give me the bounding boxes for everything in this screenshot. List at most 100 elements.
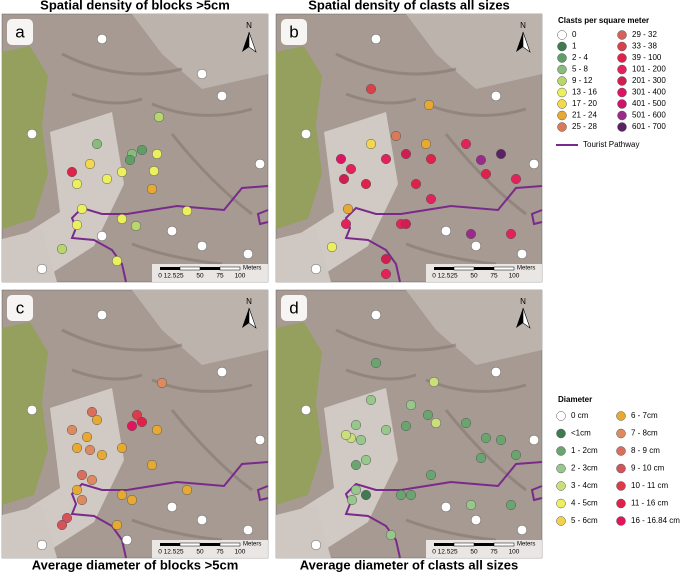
sample-site — [490, 90, 502, 102]
ridge — [71, 92, 143, 105]
legend-symbol — [616, 481, 626, 491]
sample-site — [84, 158, 96, 170]
sample-site — [365, 138, 377, 150]
sample-site — [475, 452, 487, 464]
sample-site — [96, 449, 108, 461]
scale-label: 12.5 — [438, 549, 451, 556]
legend-label: 401 - 500 — [632, 99, 666, 108]
sample-site — [400, 148, 412, 160]
sample-site — [350, 484, 362, 496]
scale-label: 100 — [235, 549, 246, 556]
sample-site — [254, 434, 266, 446]
legend-symbol — [557, 99, 567, 109]
sample-site — [76, 494, 88, 506]
sample-site — [86, 474, 98, 486]
sample-site — [181, 484, 193, 496]
sample-site — [136, 144, 148, 156]
bright-terrain — [132, 290, 268, 365]
sample-site — [124, 154, 136, 166]
scale-label: 0 — [158, 549, 162, 556]
north-label: N — [246, 297, 252, 306]
vegetation — [2, 322, 48, 505]
sample-site — [111, 255, 123, 267]
legend-label: 601 - 700 — [632, 122, 666, 131]
sample-site — [423, 99, 435, 111]
sample-site — [425, 469, 437, 481]
scale-label: 25 — [176, 549, 184, 556]
vegetation — [276, 322, 322, 505]
legend-symbol — [616, 446, 626, 456]
sample-site — [400, 218, 412, 230]
panel-label-box — [281, 295, 307, 321]
ridge — [170, 133, 253, 216]
legend-symbol — [616, 498, 626, 509]
legend-symbol — [616, 428, 626, 439]
scale-label: 50 — [196, 549, 204, 556]
scale-label: 12.5 — [164, 549, 177, 556]
north-arrow — [522, 307, 531, 329]
sample-site — [465, 228, 477, 240]
legend-label: 9 - 10 cm — [631, 464, 665, 473]
sample-site — [420, 138, 432, 150]
scale-unit: Meters — [517, 266, 535, 272]
legend-label: 39 - 100 — [632, 53, 662, 62]
sample-site — [96, 309, 108, 321]
sample-site — [71, 178, 83, 190]
scale-label: 0 — [158, 273, 162, 280]
north-label: N — [520, 297, 526, 306]
legend-symbol — [616, 411, 626, 421]
sample-site — [136, 416, 148, 428]
panel-title: Spatial density of clasts all sizes — [308, 0, 510, 12]
legend-label: 17 - 20 — [572, 99, 597, 108]
sample-site — [430, 417, 442, 429]
sample-site — [380, 424, 392, 436]
sample-site — [56, 519, 68, 531]
sample-site — [196, 68, 208, 80]
legend-label: 11 - 16 cm — [631, 499, 669, 508]
legend-label: 8 - 9 cm — [631, 446, 660, 455]
legend-symbol — [557, 30, 567, 40]
sample-site — [425, 193, 437, 205]
scale-label: 0 — [432, 273, 436, 280]
sample-site — [326, 241, 338, 253]
legend-label: 0 cm — [571, 411, 589, 420]
legend-label: 7 - 8cm — [631, 429, 658, 438]
vegetation — [276, 46, 322, 229]
legend-symbol — [557, 122, 567, 132]
bright-terrain — [132, 14, 268, 89]
sample-site — [440, 501, 452, 513]
sample-site — [422, 409, 434, 421]
sample-site — [76, 469, 88, 481]
sample-site — [425, 153, 437, 165]
tourist-pathway — [256, 485, 269, 502]
legend-symbol — [556, 446, 566, 456]
scale-label: 100 — [509, 273, 520, 280]
sample-site — [350, 419, 362, 431]
sample-site — [116, 213, 128, 225]
scale-label: 25 — [176, 273, 184, 280]
ridge — [425, 102, 527, 117]
scale-label: 25 — [450, 549, 458, 556]
sample-site — [36, 539, 48, 551]
legend-symbol — [616, 516, 626, 526]
sample-site — [96, 230, 108, 242]
sample-site — [130, 220, 142, 232]
sample-site — [96, 33, 108, 45]
ridge — [151, 102, 253, 117]
sample-site — [86, 406, 98, 418]
panel-letter: c — [16, 298, 25, 317]
sample-site — [380, 153, 392, 165]
ridge — [345, 368, 417, 381]
sample-site — [528, 434, 540, 446]
legend-label: 10 - 11 cm — [631, 481, 669, 490]
sample-site — [350, 459, 362, 471]
legend-label: 6 - 7cm — [631, 411, 658, 420]
sample-site — [370, 309, 382, 321]
legend-label: 5 - 8 — [572, 65, 589, 74]
panel-letter: b — [289, 22, 298, 41]
sample-site — [405, 399, 417, 411]
legend-symbol — [556, 481, 566, 491]
